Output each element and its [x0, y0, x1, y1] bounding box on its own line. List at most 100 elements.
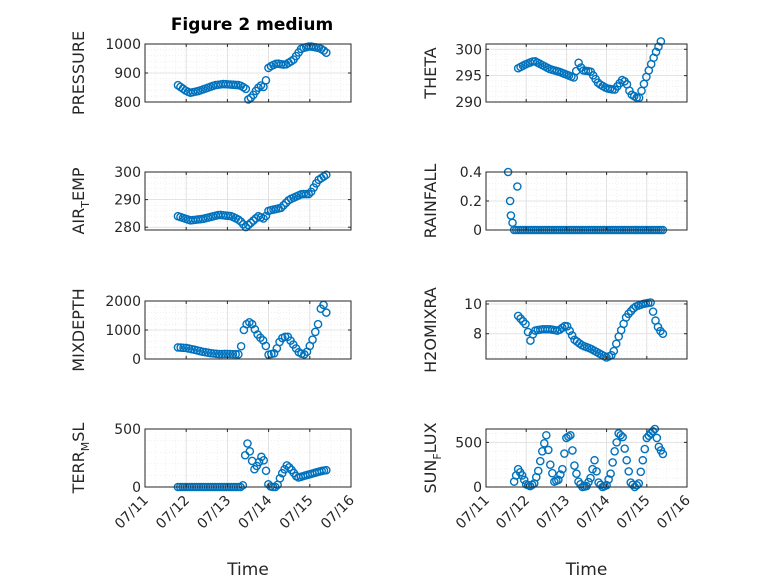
data-point — [610, 447, 619, 456]
data-point — [554, 475, 563, 485]
data-point — [628, 480, 638, 490]
data-point — [602, 480, 611, 490]
data-point — [590, 455, 599, 465]
data-point — [519, 475, 529, 485]
data-point — [592, 467, 601, 476]
data-point — [652, 433, 662, 443]
data-point — [572, 469, 581, 478]
data-point — [505, 196, 515, 206]
data-point — [176, 343, 186, 352]
data-point — [616, 430, 625, 440]
y-tick-label: 280 — [114, 220, 141, 236]
data-point — [609, 346, 619, 356]
data-point — [517, 471, 527, 480]
data-point — [513, 182, 522, 191]
data-point — [245, 447, 255, 456]
data-point — [254, 83, 263, 92]
axes-box — [144, 428, 352, 488]
data-point — [626, 306, 636, 316]
y-tick-label: 0 — [473, 223, 482, 239]
data-point — [611, 339, 621, 349]
data-point — [533, 466, 543, 476]
data-point — [624, 467, 634, 476]
data-point — [276, 203, 286, 213]
data-point — [618, 432, 627, 442]
data-point — [622, 455, 632, 465]
data-point — [658, 329, 668, 339]
data-point — [234, 350, 243, 359]
x-tick-label: 07/11 — [453, 493, 493, 533]
data-point — [636, 467, 646, 477]
data-point — [565, 326, 574, 336]
subplot-air-temp: 280 290 300 AIRTEMP — [69, 165, 352, 236]
data-point — [656, 37, 666, 46]
data-point — [567, 331, 577, 340]
data-point — [321, 170, 331, 180]
y-tick-label: 295 — [455, 69, 482, 85]
data-point — [608, 458, 617, 467]
data-point — [241, 84, 251, 94]
data-point — [236, 341, 246, 351]
data-point — [586, 473, 595, 483]
data-point — [648, 426, 658, 436]
data-point — [518, 317, 528, 326]
y-tick-label: 290 — [114, 193, 141, 209]
y-tick-label: 1000 — [105, 323, 141, 339]
y-tick-label: 1000 — [105, 37, 141, 53]
y-tick-label: 290 — [455, 95, 482, 111]
subplot-rainfall: 0 0.2 0.4 RAINFALL — [421, 164, 688, 239]
axes-box — [485, 43, 688, 103]
data-point — [584, 477, 593, 487]
data-point — [246, 218, 256, 228]
data-point — [206, 348, 216, 358]
data-point — [604, 475, 613, 484]
data-point — [542, 430, 551, 440]
y-tick-label: 0.4 — [460, 165, 482, 181]
data-point — [508, 218, 517, 228]
data-point — [651, 47, 661, 57]
data-point — [261, 341, 271, 351]
data-point — [648, 307, 658, 316]
data-point — [566, 430, 575, 440]
x-tick-label: 07/15 — [277, 493, 317, 533]
data-point — [321, 465, 331, 475]
subplot-h2omixra: 8 10 H2OMIXRA — [421, 287, 688, 373]
subplot-mixdepth: 0 1000 2000 MIXDEPTH — [69, 288, 352, 372]
data-point — [558, 323, 567, 333]
data-point — [261, 75, 271, 85]
subplot-sun-flux: 07/11 07/12 07/13 07/14 07/15 07/16 0 500 SUNFLU… — [421, 422, 694, 580]
subplot-theta: 290 295 300 THETA — [421, 37, 688, 111]
data-point — [259, 214, 268, 223]
y-tick-label: 0 — [132, 480, 141, 496]
data-point — [299, 189, 308, 199]
subplot-terr-msl: 07/11 07/12 07/13 07/14 07/15 07/16 0 500 TERRMS… — [69, 422, 358, 580]
data-point — [231, 349, 240, 359]
data-point — [228, 349, 238, 359]
data-point — [521, 319, 530, 329]
data-point — [321, 308, 331, 317]
data-point — [309, 183, 319, 192]
y-tick-label: 10 — [464, 297, 482, 313]
data-point — [654, 42, 663, 51]
x-axis-label: Time — [565, 560, 608, 580]
y-axis-label: THETA — [421, 47, 440, 99]
data-point — [546, 460, 555, 469]
y-axis-label: H2OMIXRA — [421, 287, 440, 373]
y-tick-label: 500 — [455, 435, 482, 451]
data-point — [638, 455, 648, 465]
data-point — [558, 464, 567, 474]
x-tick-label: 07/14 — [574, 492, 614, 532]
data-point — [539, 438, 549, 448]
data-point — [637, 86, 646, 96]
x-tick-label: 07/16 — [318, 492, 358, 532]
data-point — [279, 201, 288, 210]
data-point — [282, 461, 292, 470]
data-point — [308, 335, 317, 344]
data-point — [612, 438, 621, 447]
data-point — [313, 319, 323, 329]
x-tick-label: 07/16 — [654, 492, 694, 532]
data-point — [238, 480, 248, 490]
data-point — [564, 432, 573, 441]
data-point — [556, 470, 565, 479]
